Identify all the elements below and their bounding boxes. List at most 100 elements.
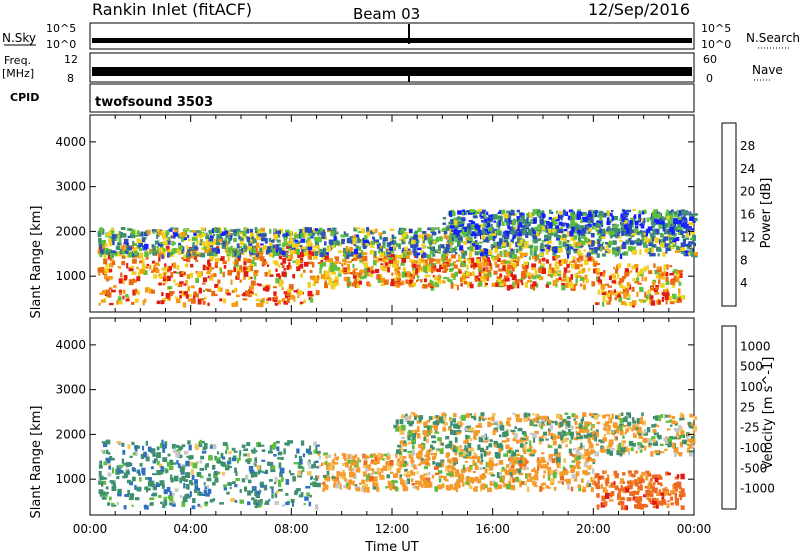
power-cell [185,230,188,236]
velocity-cell [609,499,614,502]
power-cell [555,278,560,283]
power-cell [393,240,397,245]
power-cell [593,247,598,253]
power-cell [99,249,104,255]
power-cell [552,270,557,273]
velocity-cell [637,442,642,445]
power-cell [579,276,585,281]
velocity-cell [169,459,174,466]
power-cell [609,298,612,302]
velocity-cell [187,495,191,499]
velocity-cell [639,504,644,510]
power-cell [474,233,477,239]
velocity-cell [620,412,624,416]
velocity-cell [562,419,565,422]
power-cell [113,284,117,288]
power-cell [669,301,675,305]
velocity-cell [594,483,599,487]
velocity-cell [135,451,138,456]
power-cell [108,241,113,247]
power-cell [599,272,604,277]
power-cell [254,229,258,234]
velocity-cell [516,439,520,444]
power-cell [634,239,639,244]
power-cell [272,250,278,255]
power-cell [322,248,326,253]
power-cell [356,237,361,244]
power-cell [631,240,635,245]
power-cell [215,227,220,234]
power-cell [464,210,468,215]
velocity-cell [451,457,457,463]
velocity-cell [162,447,166,453]
power-cell [192,250,197,255]
power-cell [366,273,370,277]
velocity-cell [99,475,104,481]
power-cell [343,277,348,281]
velocity-cell [142,445,145,451]
power-cell [208,237,214,242]
power-cell [278,275,281,279]
velocity-cell [651,497,656,501]
power-cell [498,238,503,245]
power-cell [122,250,125,255]
power-cell [346,237,352,244]
power-cell [459,277,463,283]
velocity-cell [442,483,445,489]
velocity-cell [213,474,218,479]
velocity-cell [522,458,528,465]
power-cell [314,229,318,235]
power-cell [281,298,286,302]
power-cell [412,248,417,254]
nave-tick-bottom: 0 [706,72,713,85]
power-cell [529,251,533,256]
velocity-cell [435,415,438,418]
power-cell [653,218,657,223]
power-cell [186,253,191,258]
power-cell [321,235,325,239]
power-cell [243,260,247,266]
power-cell [660,232,663,238]
power-cell [620,226,624,230]
velocity-cell [508,449,511,454]
power-cell [595,263,601,266]
power-cell [289,244,293,250]
power-cell [499,251,503,256]
power-cell [303,269,306,273]
power-cell [669,211,673,216]
power-cell [454,284,458,287]
velocity-cell [234,467,237,473]
velocity-cell [526,486,530,493]
power-cell [457,229,463,233]
power-cell [593,211,597,217]
power-cell [303,251,309,257]
power-cell [623,251,628,255]
power-cell [517,225,520,231]
power-cell [450,209,455,216]
power-cell [207,259,211,266]
power-cell [369,229,374,232]
power-cell [634,220,639,225]
power-cell [664,223,668,229]
velocity-cell [623,505,628,511]
velocity-cell [275,490,279,495]
power-cell [545,249,549,255]
velocity-cell [637,501,641,506]
power-cell [205,232,208,239]
velocity-cell [427,425,432,431]
velocity-cell [587,480,590,484]
power-cell [222,260,227,265]
velocity-cell [474,465,479,470]
power-cell [187,298,191,302]
power-cell [375,260,378,263]
velocity-cell [105,491,109,495]
velocity-cell [462,467,467,472]
power-cell [467,281,470,288]
power-cell [470,220,473,225]
velocity-cell [664,486,668,490]
power-cell [299,251,305,258]
velocity-cell [534,431,539,435]
power-cell [373,250,377,257]
power-cell [526,244,530,249]
velocity-cell [152,453,157,457]
